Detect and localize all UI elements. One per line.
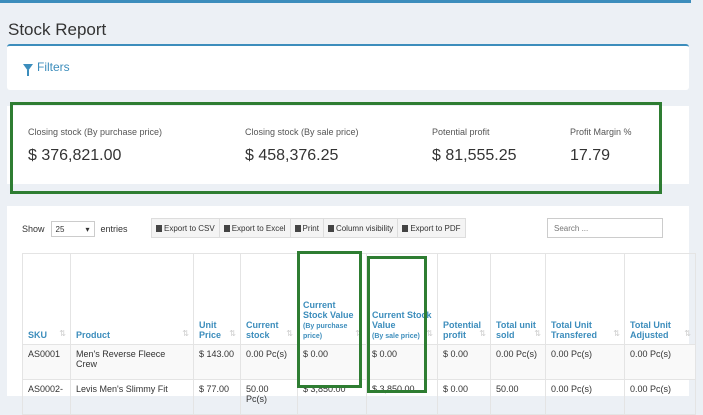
print-button[interactable]: Print — [290, 218, 324, 238]
th-total-unit-transfered[interactable]: Total Unit Transfered ⇅ — [545, 253, 625, 345]
file-icon — [223, 224, 230, 232]
filter-icon — [23, 63, 33, 76]
stat-label: Closing stock (By sale price) — [245, 127, 359, 137]
file-icon — [402, 224, 409, 232]
stat-closing-purchase: Closing stock (By purchase price) $ 376,… — [28, 127, 162, 165]
stat-value: $ 376,821.00 — [28, 147, 122, 164]
file-icon — [156, 224, 162, 232]
cell-units-adjusted: 0.00 Pc(s) — [624, 344, 696, 380]
print-icon — [294, 224, 301, 232]
cell-product: Levis Men's Slimmy Fit — [70, 379, 194, 415]
column-visibility-button[interactable]: Column visibility — [323, 218, 399, 238]
page-title: Stock Report — [8, 20, 107, 39]
cell-value-purchase: $ 0.00 — [297, 344, 367, 380]
stat-profit-margin: Profit Margin % 17.79 — [570, 127, 632, 165]
export-buttons: Export to CSV Export to Excel Print Colu… — [151, 218, 466, 238]
export-pdf-button[interactable]: Export to PDF — [398, 218, 466, 238]
th-total-unit-sold[interactable]: Total unit sold ⇅ — [490, 253, 546, 345]
entries-control: Show 25 ▾ entries — [22, 221, 128, 237]
entries-value: 25 — [55, 224, 65, 234]
entries-label: entries — [100, 224, 128, 234]
stat-label: Potential profit — [432, 127, 490, 137]
stat-value: $ 458,376.25 — [245, 147, 339, 164]
cell-current-stock: 50.00 Pc(s) — [240, 379, 298, 415]
sale-column-highlight — [367, 256, 427, 393]
show-label: Show — [22, 224, 45, 234]
cell-potential-profit: $ 0.00 — [437, 379, 491, 415]
search-input[interactable] — [547, 218, 663, 238]
filters-toggle[interactable]: Filters — [23, 60, 70, 76]
stat-potential-profit: Potential profit $ 81,555.25 — [432, 127, 517, 165]
th-unit-price[interactable]: Unit Price ⇅ — [193, 253, 241, 345]
table-row: AS0001 Men's Reverse Fleece Crew $ 143.0… — [22, 344, 696, 380]
cell-unit-price: $ 77.00 — [193, 379, 241, 415]
export-csv-button[interactable]: Export to CSV — [151, 218, 220, 238]
cell-sku: AS0001 — [22, 344, 71, 380]
cell-units-adjusted: 0.00 Pc(s) — [624, 379, 696, 415]
chevron-down-icon: ▾ — [85, 224, 90, 234]
th-product[interactable]: Product ⇅ — [70, 253, 194, 345]
cell-potential-profit: $ 0.00 — [437, 344, 491, 380]
th-total-unit-adjusted[interactable]: Total Unit Adjusted ⇅ — [624, 253, 696, 345]
entries-select[interactable]: 25 ▾ — [50, 221, 95, 237]
filters-label: Filters — [37, 60, 70, 74]
export-excel-button[interactable]: Export to Excel — [219, 218, 291, 238]
cell-units-sold: 0.00 Pc(s) — [490, 344, 546, 380]
cell-sku: AS0002- — [22, 379, 71, 415]
stat-closing-sale: Closing stock (By sale price) $ 458,376.… — [245, 127, 359, 165]
filters-panel: Filters — [7, 44, 689, 90]
columns-icon — [327, 224, 334, 232]
top-accent-line — [0, 0, 691, 3]
purchase-column-highlight — [297, 251, 362, 388]
stat-value: 17.79 — [570, 147, 611, 164]
th-current-stock[interactable]: Current stock ⇅ — [240, 253, 298, 345]
cell-units-transfered: 0.00 Pc(s) — [545, 379, 625, 415]
summary-highlight — [10, 102, 662, 194]
cell-units-transfered: 0.00 Pc(s) — [545, 344, 625, 380]
th-potential-profit[interactable]: Potential profit ⇅ — [437, 253, 491, 345]
summary-panel — [7, 106, 689, 184]
th-sku[interactable]: SKU ⇅ — [22, 253, 71, 345]
cell-product: Men's Reverse Fleece Crew — [70, 344, 194, 380]
stat-label: Profit Margin % — [570, 127, 632, 137]
cell-current-stock: 0.00 Pc(s) — [240, 344, 298, 380]
stat-value: $ 81,555.25 — [432, 147, 517, 164]
cell-unit-price: $ 143.00 — [193, 344, 241, 380]
cell-units-sold: 50.00 — [490, 379, 546, 415]
th-stock-value-purchase[interactable]: Current Stock Value (By purchase price) ⇅ — [297, 253, 367, 345]
stat-label: Closing stock (By purchase price) — [28, 127, 163, 137]
